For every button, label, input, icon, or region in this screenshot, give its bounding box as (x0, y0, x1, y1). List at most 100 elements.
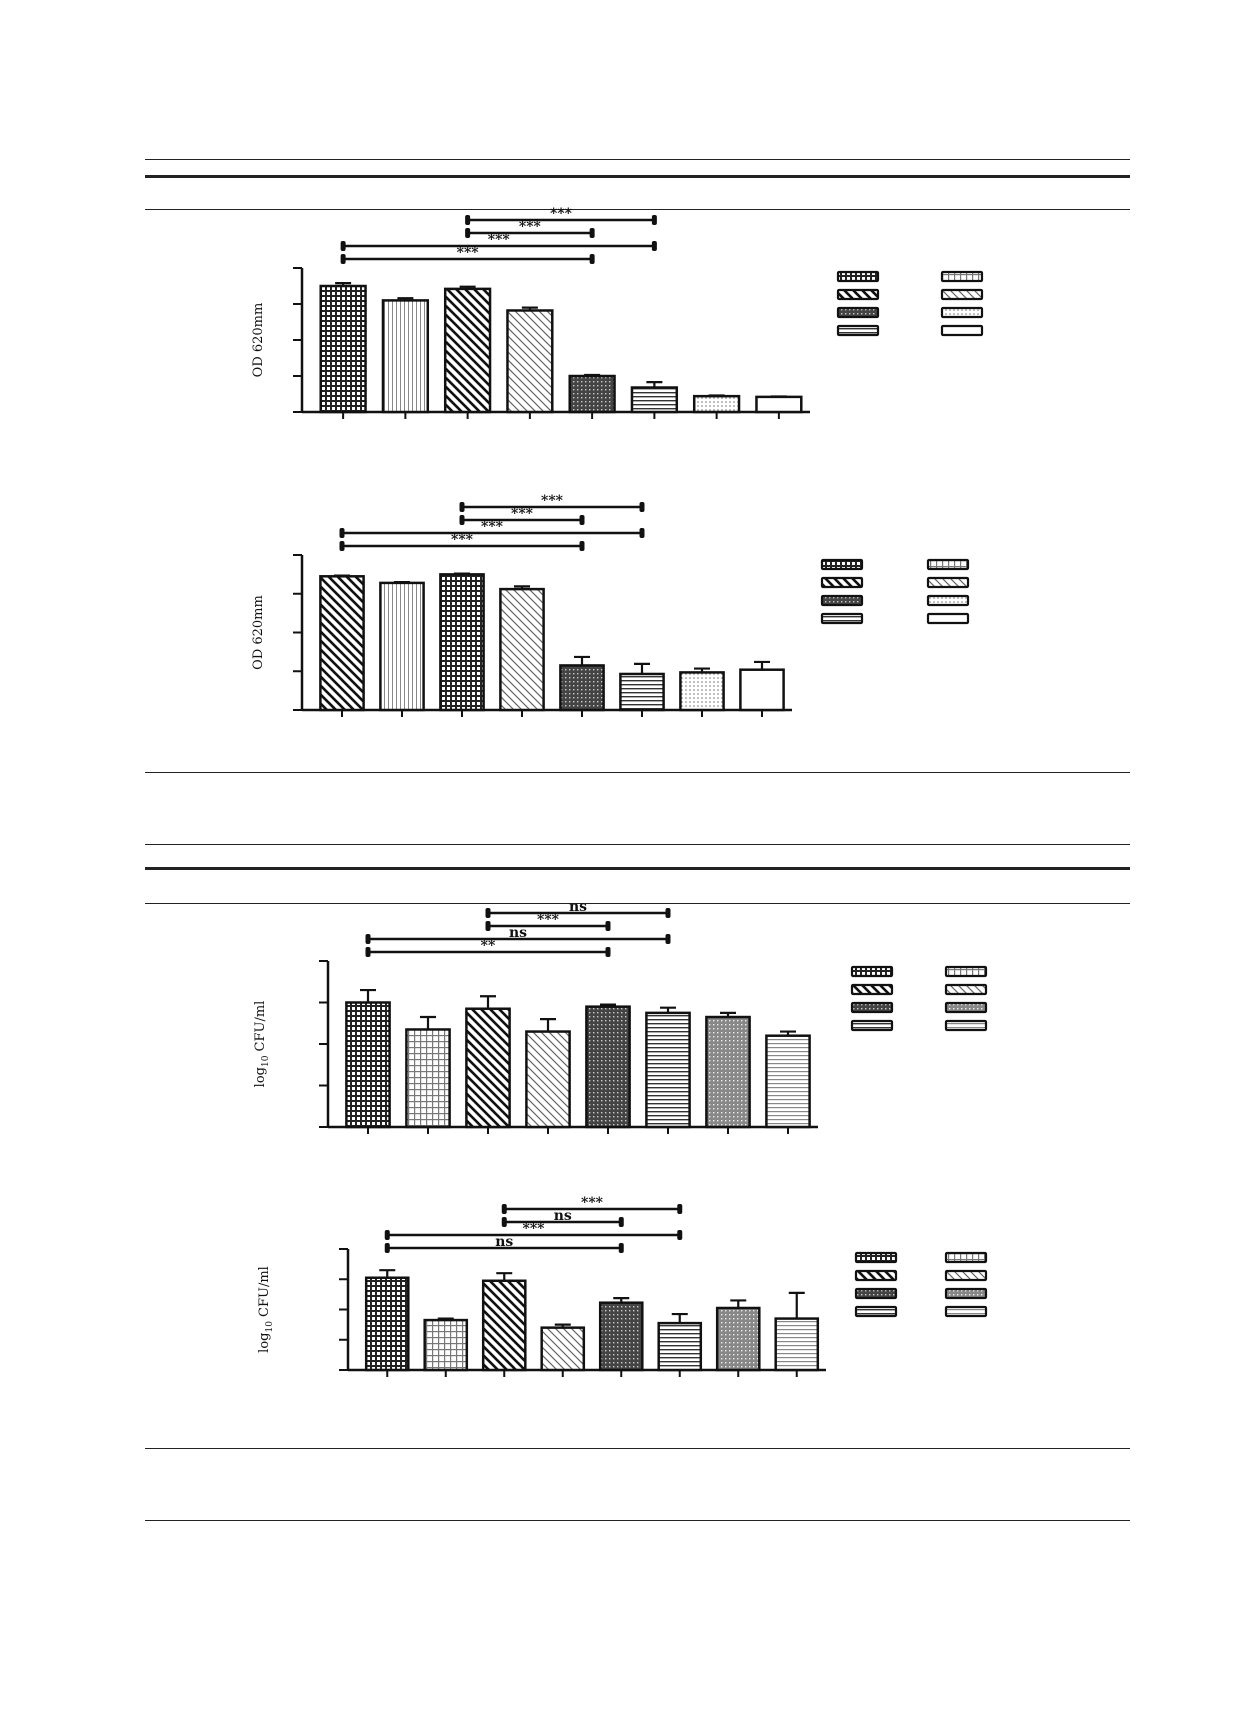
error-bar-6 (634, 662, 650, 674)
bar-2 (381, 299, 430, 414)
bar-1 (345, 1001, 391, 1129)
legend-swatch-7 (820, 612, 864, 625)
bar-4 (499, 587, 545, 712)
legend-swatch-6 (944, 1287, 988, 1300)
significance-label-4: *** (451, 532, 474, 548)
significance-bracket-2 (459, 515, 585, 525)
significance-bracket-2 (465, 228, 595, 238)
legend-swatch-8 (944, 1019, 988, 1032)
legend-swatch-2 (944, 1251, 988, 1264)
bar-5 (559, 664, 605, 712)
legend-swatch-2 (926, 558, 970, 571)
bar-2 (379, 581, 425, 712)
error-bar-8 (754, 660, 770, 670)
significance-label-3: *** (523, 1221, 546, 1237)
bar-3 (443, 287, 492, 414)
section2-header-rule (145, 903, 1130, 904)
error-bar-3 (496, 1272, 513, 1281)
legend-swatch-4 (944, 983, 988, 996)
legend-swatch-1 (836, 270, 880, 283)
error-bar-5 (613, 1297, 630, 1303)
legend-swatch-6 (926, 594, 970, 607)
chart-od-panel-b: OD 620mm *** *** *** *** (251, 493, 970, 717)
error-bar-7 (694, 667, 710, 673)
section2-bottom-rule (145, 1448, 1130, 1449)
bar-3 (439, 573, 485, 712)
significance-label-2: *** (519, 219, 542, 235)
legend-swatch-7 (850, 1019, 894, 1032)
chart-od-panel-a: OD 620mm *** *** *** *** (251, 206, 984, 419)
legend-swatch-2 (944, 965, 988, 978)
legend-swatch-3 (854, 1269, 898, 1282)
chart-cfu-panel-b: log10 CFU/ml *** ns *** ns (257, 1195, 988, 1377)
top-rule-thin (145, 159, 1130, 160)
bar-1 (319, 284, 367, 414)
significance-bracket-3 (365, 934, 671, 944)
section2-top-rule-thin (145, 844, 1130, 845)
error-bar-5 (584, 373, 601, 377)
error-bar-6 (671, 1312, 688, 1324)
legend-swatch-3 (820, 576, 864, 589)
legend-swatch-1 (854, 1251, 898, 1264)
section1-bottom-rule (145, 772, 1130, 773)
bar-7 (715, 1306, 761, 1372)
legend-swatch-3 (836, 288, 880, 301)
bar-6 (630, 386, 679, 414)
error-bar-6 (646, 381, 663, 388)
significance-label-4: ns (495, 1234, 513, 1250)
significance-label-3: ns (509, 925, 527, 941)
error-bar-1 (335, 282, 352, 286)
bar-5 (585, 1005, 631, 1129)
significance-bracket-4 (365, 947, 611, 957)
bar-4 (506, 309, 554, 414)
legend-swatch-6 (944, 1001, 988, 1014)
significance-bracket-1 (485, 908, 671, 918)
significance-bracket-4 (384, 1243, 624, 1253)
legend-swatch-5 (850, 1001, 894, 1014)
significance-bracket-3 (340, 241, 657, 251)
significance-bracket-3 (339, 528, 645, 538)
error-bar-3 (459, 285, 476, 289)
legend-swatch-4 (944, 1269, 988, 1282)
significance-label-1: *** (550, 206, 573, 222)
significance-label-1: *** (541, 493, 564, 509)
error-bar-8 (780, 1030, 796, 1036)
legend-swatch-5 (820, 594, 864, 607)
error-bar-3 (454, 572, 470, 575)
legend-swatch-8 (944, 1305, 988, 1318)
significance-label-2: *** (511, 506, 534, 522)
legend-swatch-8 (940, 324, 984, 337)
significance-bracket-1 (501, 1204, 683, 1214)
error-bar-2 (394, 581, 410, 584)
significance-bracket-4 (339, 541, 585, 551)
significance-bracket-2 (501, 1217, 624, 1227)
bar-6 (657, 1321, 703, 1372)
header-rule (145, 209, 1130, 210)
legend-swatch-7 (854, 1305, 898, 1318)
error-bar-5 (600, 1003, 616, 1007)
error-bar-2 (420, 1015, 436, 1030)
top-rule-thick (145, 175, 1130, 178)
error-bar-5 (574, 655, 590, 666)
bar-8 (774, 1317, 820, 1372)
legend-swatch-3 (850, 983, 894, 996)
legend-swatch-6 (940, 306, 984, 319)
error-bar-4 (540, 1018, 556, 1032)
bar-7 (692, 394, 741, 414)
error-bar-6 (660, 1006, 676, 1013)
legend-swatch-2 (940, 270, 984, 283)
significance-label-2: *** (537, 912, 560, 928)
legend-swatch-1 (820, 558, 864, 571)
error-bar-2 (397, 297, 414, 301)
bar-4 (540, 1326, 586, 1372)
y-axis-label: log10 CFU/ml (257, 1266, 275, 1353)
significance-label-4: ** (481, 938, 496, 954)
bar-5 (598, 1301, 644, 1372)
bar-6 (645, 1011, 691, 1129)
error-bar-1 (379, 1269, 396, 1278)
significance-bracket-2 (485, 921, 611, 931)
bar-8 (765, 1034, 811, 1129)
bottom-rule (145, 1520, 1130, 1521)
bar-2 (405, 1028, 451, 1129)
error-bar-8 (788, 1291, 805, 1319)
